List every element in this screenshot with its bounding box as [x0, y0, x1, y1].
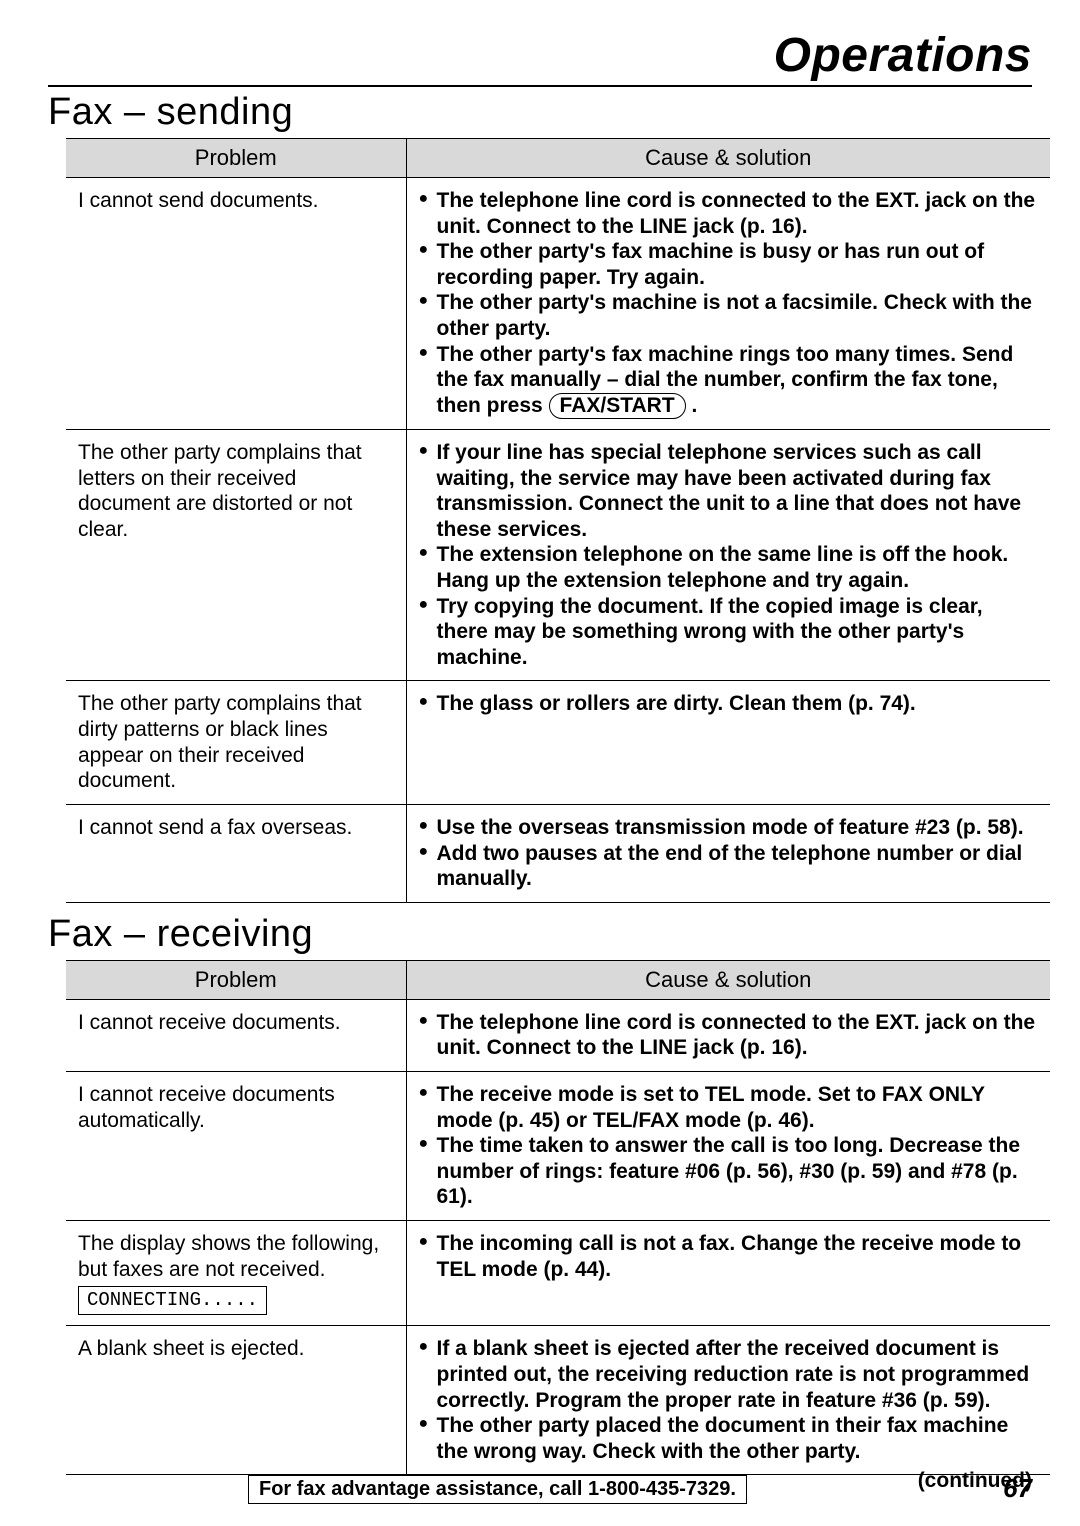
table-cell-problem: I cannot receive documents.	[66, 999, 406, 1071]
table-cell-problem: The display shows the following, but fax…	[66, 1220, 406, 1325]
table-cell-solution: The telephone line cord is connected to …	[406, 178, 1050, 430]
table-cell-solution: Use the overseas transmission mode of fe…	[406, 804, 1050, 902]
page-number: 67	[1003, 1473, 1032, 1504]
sending-table: Problem Cause & solution I cannot send d…	[66, 138, 1050, 903]
col-solution: Cause & solution	[406, 960, 1050, 999]
table-cell-problem: I cannot send a fax overseas.	[66, 804, 406, 902]
section-title-receiving: Fax – receiving	[48, 913, 1032, 956]
table-cell-solution: The incoming call is not a fax. Change t…	[406, 1220, 1050, 1325]
table-cell-solution: The glass or rollers are dirty. Clean th…	[406, 681, 1050, 804]
footer: (continued) For fax advantage assistance…	[48, 1475, 1032, 1504]
col-problem: Problem	[66, 960, 406, 999]
table-cell-problem: I cannot send documents.	[66, 178, 406, 430]
receiving-table: Problem Cause & solution I cannot receiv…	[66, 960, 1050, 1476]
table-cell-solution: The receive mode is set to TEL mode. Set…	[406, 1071, 1050, 1220]
table-cell-solution: The telephone line cord is connected to …	[406, 999, 1050, 1071]
table-cell-problem: A blank sheet is ejected.	[66, 1326, 406, 1475]
assistance-box: For fax advantage assistance, call 1-800…	[248, 1475, 747, 1504]
table-cell-problem: The other party complains that dirty pat…	[66, 681, 406, 804]
col-solution: Cause & solution	[406, 139, 1050, 178]
fax-start-button-label: FAX/START	[549, 393, 686, 419]
display-box: CONNECTING.....	[78, 1286, 267, 1315]
section-title-sending: Fax – sending	[48, 91, 1032, 134]
table-cell-solution: If a blank sheet is ejected after the re…	[406, 1326, 1050, 1475]
page-title: Operations	[48, 28, 1032, 87]
table-cell-solution: If your line has special telephone servi…	[406, 429, 1050, 680]
table-cell-problem: The other party complains that letters o…	[66, 429, 406, 680]
table-cell-problem: I cannot receive documents automatically…	[66, 1071, 406, 1220]
col-problem: Problem	[66, 139, 406, 178]
